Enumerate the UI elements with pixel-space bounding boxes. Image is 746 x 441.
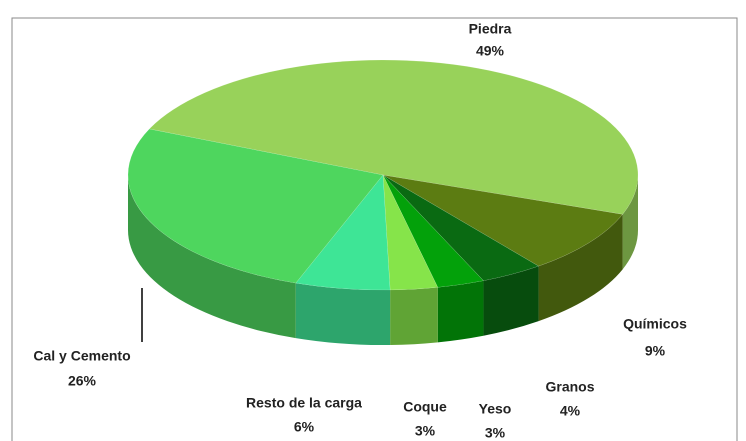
slice-side (437, 280, 484, 343)
slice (382, 174, 624, 267)
slice (148, 59, 639, 215)
slice-label: Piedra (469, 21, 512, 37)
slice-value-label: 3% (415, 423, 436, 439)
slice (382, 174, 540, 281)
slice-label: Cal y Cemento (33, 348, 130, 364)
slice-side (483, 266, 539, 336)
slice (295, 174, 391, 291)
slice-label: Resto de la carga (246, 395, 362, 411)
slice-value-label: 3% (485, 425, 506, 441)
slice (382, 174, 439, 291)
slice-value-label: 4% (560, 403, 581, 419)
slice-value-label: 6% (294, 419, 315, 435)
slice (382, 174, 484, 288)
slice-value-label: 9% (645, 343, 666, 359)
slice-label: Coque (403, 399, 447, 415)
slice-side (622, 175, 638, 270)
slice-value-label: 49% (476, 43, 505, 59)
slice-value-label: 26% (68, 373, 97, 389)
slice (127, 128, 384, 284)
slice-side (295, 283, 391, 345)
slice-label: Químicos (623, 316, 687, 332)
slice-side (128, 175, 296, 339)
slice-label: Granos (545, 379, 594, 395)
slice-side (538, 214, 623, 322)
slice-label: Yeso (479, 401, 512, 417)
slice-side (390, 287, 438, 345)
